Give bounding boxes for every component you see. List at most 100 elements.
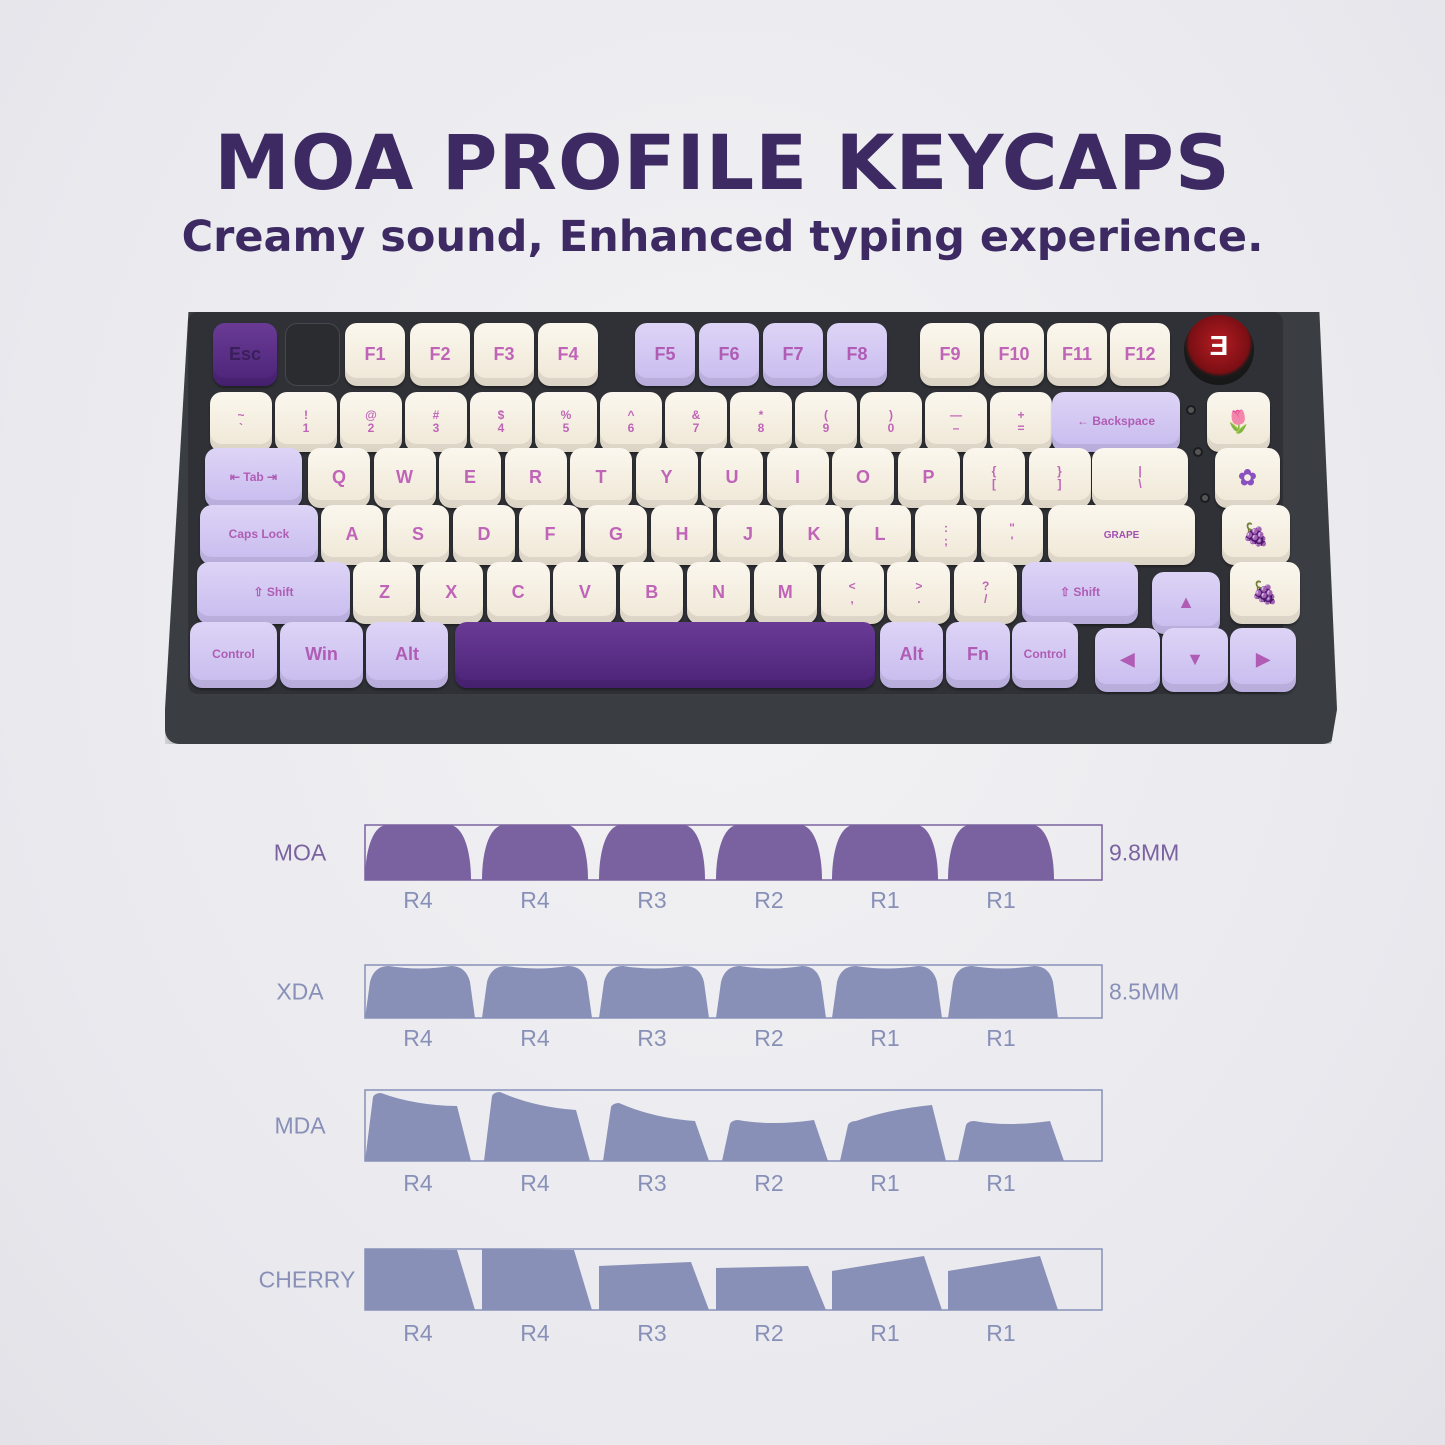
key-[interactable]: | \	[1092, 448, 1188, 508]
grape-splash-icon-key[interactable]: GRAPE	[1048, 505, 1195, 565]
key-[interactable]: ◀	[1095, 628, 1160, 692]
key-l[interactable]: L	[849, 505, 911, 565]
key-1[interactable]: ! 1	[275, 392, 337, 452]
key-f1[interactable]: F1	[345, 323, 405, 386]
key-f7[interactable]: F7	[763, 323, 823, 386]
key-legend: W	[396, 467, 413, 488]
key-s[interactable]: S	[387, 505, 449, 565]
key-[interactable]: ▼	[1162, 628, 1228, 692]
key-h[interactable]: H	[651, 505, 713, 565]
key-legend-secondary: 5	[562, 421, 570, 435]
key-[interactable]: >.	[887, 562, 951, 624]
key-9[interactable]: (9	[795, 392, 857, 452]
key-v[interactable]: V	[553, 562, 617, 624]
blank-slot[interactable]	[285, 323, 340, 386]
key-[interactable]: {[	[963, 448, 1025, 508]
key-[interactable]: ▶	[1230, 628, 1296, 692]
rotary-knob[interactable]: Ǝ	[1184, 315, 1254, 385]
key-[interactable]: ? /	[954, 562, 1018, 624]
profile-cherry: R4 R4 R3 R2 R1 R1 CHERRY	[259, 1248, 1103, 1346]
key-f8[interactable]: F8	[827, 323, 887, 386]
grapes-icon: 🍇	[1251, 579, 1279, 605]
key-win[interactable]: Win	[280, 622, 363, 688]
key-legend: Y	[660, 467, 673, 488]
key-f10[interactable]: F10	[984, 323, 1044, 386]
key-f3[interactable]: F3	[474, 323, 534, 386]
lavender-icon-key[interactable]: ✿	[1215, 448, 1280, 508]
key-j[interactable]: J	[717, 505, 779, 565]
key-f6[interactable]: F6	[699, 323, 759, 386]
key-n[interactable]: N	[687, 562, 750, 624]
key-7[interactable]: & 7	[665, 392, 727, 452]
key-o[interactable]: O	[832, 448, 894, 508]
key-[interactable]: ~ `	[210, 392, 272, 452]
key-t[interactable]: T	[570, 448, 632, 508]
grapes-icon-key[interactable]: 🍇	[1230, 562, 1300, 624]
key-r[interactable]: R	[504, 448, 567, 508]
keyboard-photo: Ǝ Esc F1 F2 F3 F4 F5 F6 F7 F8 F9 F10 F11 F12 ~ `! 1 @2 #3…	[165, 312, 1337, 744]
key-legend: ^	[627, 407, 635, 422]
tulip-icon-key[interactable]: 🌷	[1207, 392, 1270, 452]
key-p[interactable]: P	[897, 448, 960, 508]
key-f[interactable]: F	[519, 505, 581, 565]
key-[interactable]: <,	[820, 562, 884, 624]
key-a[interactable]: A	[321, 505, 383, 565]
key-fn[interactable]: Fn	[946, 622, 1010, 688]
key-3[interactable]: #3	[405, 392, 467, 452]
key-f12[interactable]: F12	[1110, 323, 1170, 386]
key-legend-secondary: [	[992, 477, 996, 491]
key-5[interactable]: % 5	[535, 392, 597, 452]
key-2[interactable]: @2	[340, 392, 402, 452]
key-e[interactable]: E	[439, 448, 501, 508]
key-backspace[interactable]: ← Backspace	[1052, 392, 1180, 452]
key-control[interactable]: Control	[1012, 622, 1078, 688]
key-[interactable]: + =	[990, 392, 1052, 452]
key-tab[interactable]: ⇤ Tab ⇥	[205, 448, 302, 508]
key-i[interactable]: I	[766, 448, 829, 508]
key-y[interactable]: Y	[635, 448, 698, 508]
key-legend: (	[824, 407, 828, 422]
key-f2[interactable]: F2	[410, 323, 470, 386]
key-d[interactable]: D	[453, 505, 515, 565]
key-shift[interactable]: ⇧ Shift	[197, 562, 350, 624]
key-esc[interactable]: Esc	[213, 323, 277, 386]
key-legend: ◀	[1120, 649, 1135, 670]
profile-name: XDA	[276, 979, 324, 1005]
key-[interactable]: — –	[925, 392, 987, 452]
indicator-led	[1200, 493, 1210, 503]
key-alt[interactable]: Alt	[880, 622, 943, 688]
key-w[interactable]: W	[373, 448, 436, 508]
key-legend-secondary: .	[917, 592, 921, 606]
key-f9[interactable]: F9	[920, 323, 980, 386]
key-k[interactable]: K	[783, 505, 845, 565]
key-shift[interactable]: ⇧ Shift	[1022, 562, 1138, 624]
key-[interactable]: ▲	[1152, 572, 1220, 634]
key-f11[interactable]: F11	[1047, 323, 1107, 386]
key-8[interactable]: * 8	[730, 392, 792, 452]
key-f5[interactable]: F5	[635, 323, 695, 386]
key-0[interactable]: ) 0	[860, 392, 922, 452]
key-legend: F6	[718, 343, 740, 364]
key-alt[interactable]: Alt	[366, 622, 448, 688]
key-c[interactable]: C	[486, 562, 550, 624]
key-m[interactable]: M	[753, 562, 817, 624]
grapes-icon-key[interactable]: 🍇	[1222, 505, 1290, 565]
key-legend: *	[758, 407, 764, 422]
key-4[interactable]: $4	[470, 392, 532, 452]
key-q[interactable]: Q	[308, 448, 370, 508]
key-legend: Alt	[899, 644, 924, 665]
key-b[interactable]: B	[620, 562, 684, 624]
key-control[interactable]: Control	[190, 622, 277, 688]
key-legend: F2	[429, 343, 451, 364]
key-z[interactable]: Z	[353, 562, 416, 624]
key-x[interactable]: X	[419, 562, 483, 624]
key-[interactable]: :;	[915, 505, 977, 565]
key-g[interactable]: G	[585, 505, 647, 565]
key-6[interactable]: ^ 6	[600, 392, 662, 452]
key-f4[interactable]: F4	[538, 323, 598, 386]
key-caps-lock[interactable]: Caps Lock	[200, 505, 318, 565]
spacebar[interactable]	[455, 622, 875, 688]
key-[interactable]: }]	[1028, 448, 1091, 508]
key-[interactable]: " '	[981, 505, 1043, 565]
key-u[interactable]: U	[701, 448, 763, 508]
